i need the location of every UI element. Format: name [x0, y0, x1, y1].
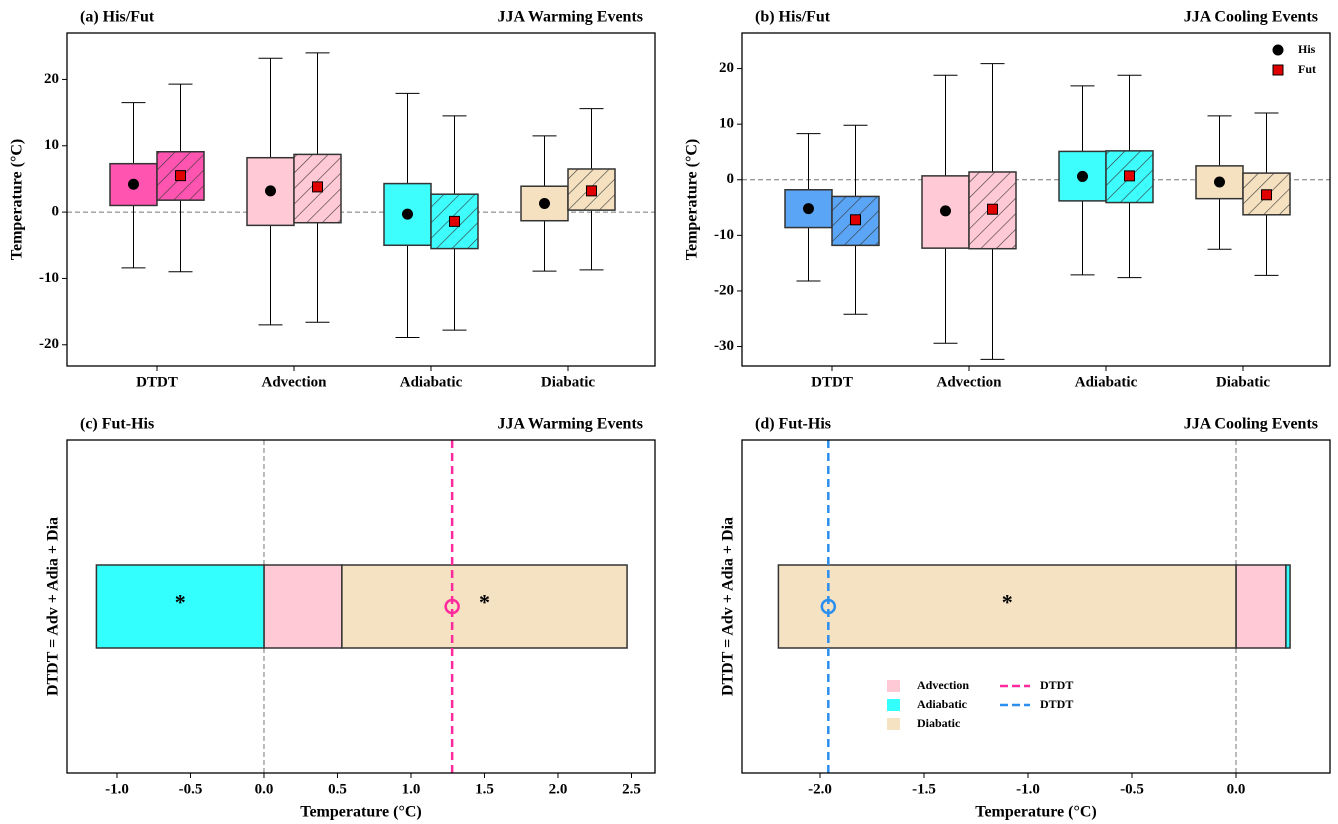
x-tick-label: -1.5 — [912, 781, 936, 797]
bar-segment — [777, 564, 1237, 649]
mean-marker — [1077, 170, 1088, 182]
y-tick-label: 10 — [44, 137, 59, 153]
x-axis-label: Temperature (°C) — [300, 804, 421, 821]
bar-segment — [1235, 564, 1287, 649]
mean-marker — [402, 208, 413, 220]
x-tick-label: Diabatic — [1216, 374, 1271, 390]
bar-segment — [1285, 564, 1291, 649]
box — [520, 185, 569, 222]
panel-title: (c) Fut-His — [80, 416, 154, 433]
mean-marker — [1261, 189, 1272, 201]
axes-frame — [66, 32, 656, 367]
y-tick-label: 10 — [719, 116, 734, 132]
y-axis-label: Temperature (°C) — [9, 139, 26, 260]
mean-marker — [803, 203, 814, 215]
x-tick-label: Diabatic — [541, 374, 596, 390]
x-tick-label: Advection — [262, 374, 328, 390]
legend-patch — [887, 718, 900, 730]
x-tick-label: Adiabatic — [400, 374, 463, 390]
legend-label: Diabatic — [917, 716, 961, 730]
x-tick-label: -1.0 — [1016, 781, 1040, 797]
y-axis-label: Temperature (°C) — [684, 139, 701, 260]
axes-frame — [66, 439, 656, 774]
mean-marker — [128, 178, 139, 190]
mean-marker — [586, 185, 597, 197]
x-axis-label: Temperature (°C) — [975, 804, 1096, 821]
x-tick-label: -2.0 — [808, 781, 832, 797]
mean-marker — [850, 214, 861, 226]
axes-frame — [741, 32, 1331, 367]
y-axis-label: DTDT = Adv + Adia + Dia — [720, 517, 737, 696]
panel-title: (d) Fut-His — [755, 416, 831, 433]
mean-marker — [265, 185, 276, 197]
panel-title: (b) His/Fut — [755, 9, 831, 26]
mean-marker — [449, 215, 460, 227]
mean-marker — [312, 181, 323, 193]
total-marker — [820, 598, 837, 615]
panel-subtitle: JJA Cooling Events — [1184, 9, 1318, 26]
y-tick-label: -20 — [39, 336, 59, 352]
x-tick-label: 2.0 — [549, 781, 568, 797]
x-tick-label: -0.5 — [179, 781, 203, 797]
mean-marker — [1214, 176, 1225, 188]
significance-mark: * — [1002, 590, 1013, 615]
x-tick-label: DTDT — [136, 374, 178, 390]
mean-marker — [175, 170, 186, 182]
bar-segment — [263, 564, 343, 649]
x-tick-label: -0.5 — [1120, 781, 1144, 797]
y-tick-label: -10 — [714, 227, 734, 243]
y-tick-label: -30 — [714, 338, 734, 354]
axes-frame — [741, 439, 1331, 774]
y-tick-label: 20 — [719, 60, 734, 76]
panel-subtitle: JJA Cooling Events — [1184, 416, 1318, 433]
legend-label: Fut — [1298, 62, 1316, 76]
x-tick-label: 2.5 — [622, 781, 641, 797]
y-tick-label: 0 — [52, 204, 60, 220]
legend-label: DTDT — [1040, 697, 1073, 711]
x-tick-label: 0.0 — [255, 781, 274, 797]
significance-mark: * — [479, 590, 490, 615]
y-tick-label: 20 — [44, 71, 59, 87]
mean-marker — [539, 197, 550, 209]
bar-segment — [95, 564, 265, 649]
legend-patch — [887, 680, 900, 692]
x-tick-label: 0.5 — [328, 781, 347, 797]
legend-label: DTDT — [1040, 678, 1073, 692]
x-tick-label: 1.5 — [475, 781, 494, 797]
y-tick-label: -20 — [714, 282, 734, 298]
x-tick-label: Adiabatic — [1075, 374, 1138, 390]
mean-marker — [1124, 170, 1135, 182]
legend-marker — [1272, 44, 1284, 56]
x-tick-label: 1.0 — [402, 781, 421, 797]
x-tick-label: Advection — [937, 374, 1003, 390]
x-tick-label: -1.0 — [105, 781, 129, 797]
x-tick-label: DTDT — [811, 374, 853, 390]
panel-subtitle: JJA Warming Events — [498, 9, 644, 26]
y-axis-label: DTDT = Adv + Adia + Dia — [45, 517, 62, 696]
x-tick-label: 0.0 — [1227, 781, 1246, 797]
legend-patch — [887, 699, 900, 711]
panel-title: (a) His/Fut — [80, 9, 155, 26]
legend-marker — [1272, 64, 1284, 76]
legend-label: His — [1298, 42, 1316, 56]
total-marker — [444, 598, 460, 615]
panel-subtitle: JJA Warming Events — [498, 416, 644, 433]
legend-label: Advection — [917, 678, 969, 692]
legend-label: Adiabatic — [917, 697, 968, 711]
y-tick-label: -10 — [39, 270, 59, 286]
mean-marker — [987, 203, 998, 215]
significance-mark: * — [175, 590, 186, 615]
y-tick-label: 0 — [727, 171, 735, 187]
mean-marker — [940, 205, 951, 217]
bar-segment — [341, 564, 628, 649]
